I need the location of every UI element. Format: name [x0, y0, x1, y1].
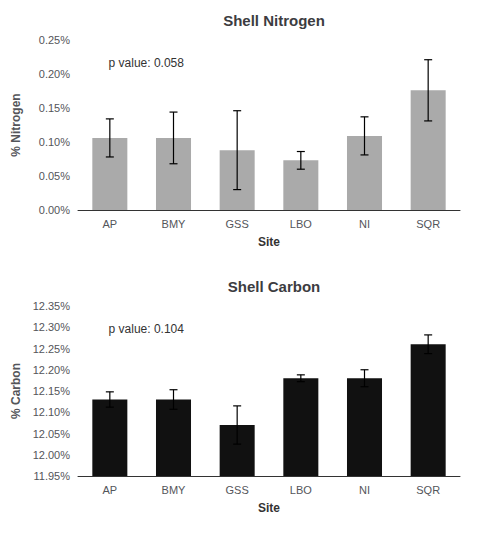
svg-text:0.05%: 0.05%	[39, 170, 70, 182]
svg-text:LBO: LBO	[290, 484, 312, 496]
svg-text:% Nitrogen: % Nitrogen	[9, 93, 23, 156]
svg-text:Shell Carbon: Shell Carbon	[228, 278, 321, 295]
svg-text:% Carbon: % Carbon	[9, 363, 23, 419]
svg-text:11.95%: 11.95%	[34, 470, 71, 482]
svg-text:12.30%: 12.30%	[33, 321, 71, 333]
svg-text:12.20%: 12.20%	[33, 364, 71, 376]
svg-text:0.15%: 0.15%	[39, 102, 70, 114]
svg-text:0.10%: 0.10%	[39, 136, 70, 148]
svg-text:BMY: BMY	[162, 484, 187, 496]
svg-text:0.20%: 0.20%	[39, 68, 70, 80]
svg-text:12.25%: 12.25%	[33, 343, 71, 355]
svg-text:p value: 0.104: p value: 0.104	[109, 322, 185, 336]
svg-text:LBO: LBO	[290, 218, 312, 230]
svg-text:NI: NI	[359, 484, 370, 496]
svg-text:12.00%: 12.00%	[33, 449, 71, 461]
svg-text:NI: NI	[359, 218, 370, 230]
svg-text:0.25%: 0.25%	[39, 34, 70, 46]
svg-text:BMY: BMY	[162, 218, 187, 230]
svg-text:Shell Nitrogen: Shell Nitrogen	[223, 12, 325, 29]
svg-text:12.15%: 12.15%	[33, 385, 71, 397]
svg-text:Site: Site	[258, 235, 280, 249]
svg-text:AP: AP	[102, 484, 117, 496]
svg-text:12.10%: 12.10%	[33, 406, 71, 418]
svg-text:12.05%: 12.05%	[33, 428, 71, 440]
svg-text:GSS: GSS	[226, 484, 249, 496]
svg-text:SQR: SQR	[416, 484, 440, 496]
svg-text:Site: Site	[258, 501, 280, 515]
svg-text:12.35%: 12.35%	[33, 300, 71, 312]
svg-text:p value: 0.058: p value: 0.058	[109, 56, 185, 70]
svg-text:AP: AP	[102, 218, 117, 230]
svg-text:SQR: SQR	[416, 218, 440, 230]
svg-text:GSS: GSS	[226, 218, 249, 230]
svg-text:0.00%: 0.00%	[39, 204, 70, 216]
